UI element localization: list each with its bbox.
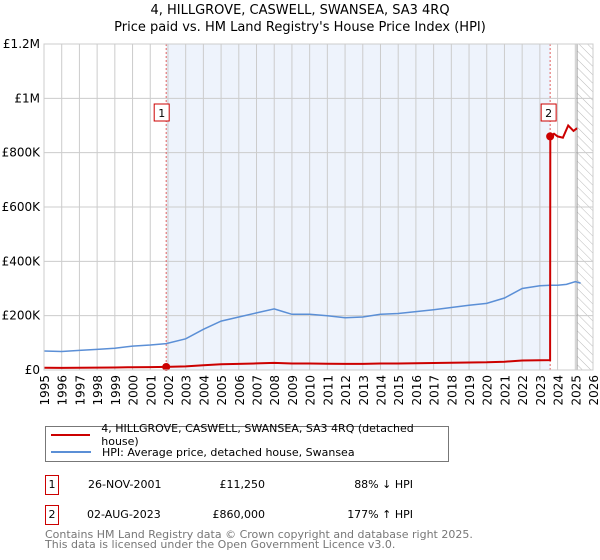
x-tick-label: 2000 [127, 375, 141, 406]
legend: 4, HILLGROVE, CASWELL, SWANSEA, SA3 4RQ … [45, 422, 449, 462]
x-tick-label: 2015 [392, 375, 406, 406]
x-tick-label: 2013 [357, 375, 371, 406]
x-tick-label: 2003 [180, 375, 194, 406]
title-line: 4, HILLGROVE, CASWELL, SWANSEA, SA3 4RQ [150, 3, 450, 18]
y-tick-label: £0 [25, 363, 40, 377]
sale-label: 2 [545, 107, 552, 120]
x-tick-label: 2005 [215, 375, 229, 406]
subtitle-line: Price paid vs. HM Land Registry's House … [114, 20, 486, 35]
y-tick-label: £200K [2, 309, 42, 323]
x-tick-label: 1995 [38, 375, 52, 406]
x-tick-label: 2011 [321, 375, 335, 406]
x-tick-label: 2023 [534, 375, 548, 406]
y-tick-label: £1M [14, 91, 40, 105]
x-tick-label: 2021 [498, 375, 512, 406]
x-tick-label: 2012 [339, 375, 353, 406]
x-tick-label: 2002 [162, 375, 176, 406]
x-tick-label: 2001 [144, 375, 158, 406]
x-tick-label: 2010 [304, 375, 318, 406]
x-tick-label: 2020 [481, 375, 495, 406]
transaction-hpi: 177% ↑ HPI [347, 508, 413, 521]
transaction-price: £860,000 [212, 508, 266, 521]
legend-label: HPI: Average price, detached house, Swan… [102, 445, 355, 459]
legend-label: 4, HILLGROVE, CASWELL, SWANSEA, SA3 4RQ … [101, 422, 414, 448]
transaction-row: 1 26-NOV-2001 £11,250 88% ↓ HPI [45, 475, 445, 495]
transaction-hpi: 88% ↓ HPI [354, 478, 413, 491]
x-tick-label: 2018 [445, 375, 459, 406]
hpi-series-line [43, 280, 581, 353]
licence-text: This data is licensed under the Open Gov… [45, 538, 396, 551]
x-tick-label: 2025 [569, 375, 583, 406]
x-tick-label: 2024 [552, 375, 566, 406]
sale-point [546, 132, 555, 141]
y-tick-label: £1.2M [3, 37, 40, 51]
marker-badge: 1 [45, 475, 59, 495]
y-tick-label: £400K [2, 254, 42, 268]
y-tick-label: £800K [2, 146, 42, 160]
y-tick-label: £600K [2, 200, 42, 214]
sale-label-box [153, 103, 170, 122]
chart-title: 4, HILLGROVE, CASWELL, SWANSEA, SA3 4RQ … [0, 2, 600, 36]
x-tick-label: 2016 [410, 375, 424, 406]
x-tick-label: 2022 [516, 375, 530, 406]
x-tick-label: 2017 [428, 375, 442, 406]
x-tick-label: 1999 [109, 375, 123, 406]
transaction-date: 02-AUG-2023 [87, 508, 161, 521]
x-tick-label: 2004 [197, 375, 211, 406]
x-tick-label: 2009 [286, 375, 300, 406]
legend-item-property: 4, HILLGROVE, CASWELL, SWANSEA, SA3 4RQ … [51, 422, 448, 448]
transaction-date: 26-NOV-2001 [88, 478, 162, 491]
transaction-price: £11,250 [219, 478, 266, 491]
sale-label-box [540, 103, 557, 122]
sale-point [162, 362, 171, 371]
x-tick-label: 1998 [91, 375, 105, 406]
x-tick-label: 2007 [251, 375, 265, 406]
footer: Contains HM Land Registry data © Crown c… [45, 528, 473, 551]
plot-frame [43, 43, 594, 371]
red-line-swatch [51, 434, 91, 436]
sale-label: 1 [158, 107, 165, 120]
copyright-text: Contains HM Land Registry data © Crown c… [45, 528, 473, 541]
x-tick-label: 1996 [56, 375, 70, 406]
x-tick-label: 1997 [73, 375, 87, 406]
x-tick-label: 2019 [463, 375, 477, 406]
legend-item-hpi: HPI: Average price, detached house, Swan… [51, 444, 355, 460]
x-tick-label: 2014 [374, 375, 388, 406]
x-tick-label: 2008 [268, 375, 282, 406]
x-tick-label: 2006 [233, 375, 247, 406]
price-chart: 1995 1996 1997 1998 1999 2000 2001 2002 2003 2004… [2, 37, 600, 406]
transaction-row: 2 02-AUG-2023 £860,000 177% ↑ HPI [45, 505, 445, 525]
x-tick-label: 2026 [587, 375, 600, 406]
blue-line-swatch [51, 451, 91, 453]
marker-badge: 2 [45, 505, 59, 525]
